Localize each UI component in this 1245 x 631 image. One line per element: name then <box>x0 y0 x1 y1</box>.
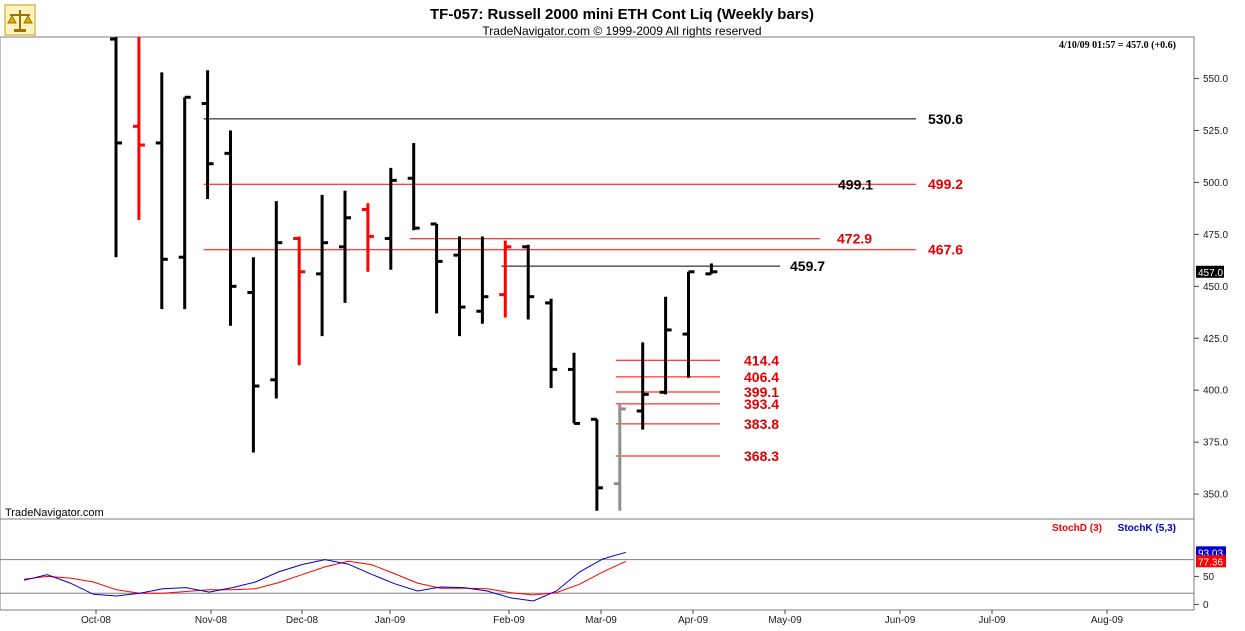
level-label: 459.7 <box>790 258 825 274</box>
ohlc-bar <box>270 201 283 399</box>
price-tick-label: 350.0 <box>1203 490 1228 501</box>
stoch-tick-label: 50 <box>1203 572 1215 583</box>
ohlc-bar <box>132 37 145 220</box>
date-tick-label: Aug-09 <box>1091 615 1124 626</box>
watermark: TradeNavigator.com <box>5 507 104 519</box>
price-tick-label: 475.0 <box>1203 230 1228 241</box>
date-tick-label: May-09 <box>768 615 802 626</box>
ohlc-bar <box>590 417 603 511</box>
ohlc-bar <box>453 236 466 337</box>
level-label: 530.6 <box>928 111 963 127</box>
ohlc-bar <box>361 203 374 272</box>
price-tick-label: 500.0 <box>1203 178 1228 189</box>
level-label: 467.6 <box>928 242 963 258</box>
date-tick-label: Jul-09 <box>978 615 1006 626</box>
ohlc-bar <box>476 236 489 324</box>
chart-title: TF-057: Russell 2000 mini ETH Cont Liq (… <box>430 6 814 23</box>
price-tick-label: 525.0 <box>1203 126 1228 137</box>
ohlc-bar <box>293 236 306 366</box>
ohlc-bar <box>682 270 695 378</box>
ohlc-bar <box>407 142 420 231</box>
ohlc-bar <box>247 257 260 453</box>
ohlc-bar <box>613 404 626 511</box>
date-axis: Oct-08 Nov-08 Dec-08 Jan-09 Feb-09 Mar-09 Apr-… <box>81 610 1124 626</box>
stoch-tick-label: 0 <box>1203 600 1209 611</box>
price-bars <box>110 37 718 511</box>
stochd-legend: StochD (3) <box>1052 523 1102 534</box>
last-price-tag-text: 457.0 <box>1198 268 1223 279</box>
stochk-legend: StochK (5,3) <box>1118 523 1176 534</box>
date-tick-label: Dec-08 <box>286 615 319 626</box>
ohlc-bar <box>201 70 214 200</box>
level-label: 393.4 <box>744 396 779 412</box>
ohlc-bar <box>705 263 718 276</box>
level-lines: 530.6 499.1 499.2 472.9 467.6 459.7 414.4406.4… <box>203 111 963 464</box>
stochastic-lines <box>0 551 1194 602</box>
price-tick-label: 450.0 <box>1203 282 1228 293</box>
last-quote: 4/10/09 01:57 = 457.0 (+0.6) <box>1059 40 1176 51</box>
price-tick-label: 550.0 <box>1203 74 1228 85</box>
price-axis: 350.0 375.0 400.0 425.0 450.0 475.0 500.0 525.0… <box>1194 74 1228 501</box>
ohlc-bar <box>430 222 443 314</box>
ohlc-bar <box>178 95 191 310</box>
price-tick-label: 375.0 <box>1203 438 1228 449</box>
level-label: 499.1 <box>838 176 873 192</box>
stochd-tag-bg <box>1196 555 1226 568</box>
level-label: 414.4 <box>744 352 779 368</box>
ohlc-bar <box>568 352 580 425</box>
copyright-line: TradeNavigator.com © 1999-2009 All right… <box>482 24 761 38</box>
scales-logo-icon <box>4 4 36 36</box>
date-tick-label: Oct-08 <box>81 615 111 626</box>
ohlc-bar <box>110 37 122 258</box>
ohlc-bar <box>636 342 649 430</box>
stoch-series <box>23 551 627 602</box>
level-label: 383.8 <box>744 416 779 432</box>
date-tick-label: Mar-09 <box>585 615 617 626</box>
last-price-tag-bg <box>1196 265 1224 278</box>
price-tick-label: 425.0 <box>1203 334 1228 345</box>
stochd-value-tag: 77.36 <box>1196 555 1226 568</box>
stoch-pane <box>0 518 1195 611</box>
date-tick-label: Nov-08 <box>195 615 228 626</box>
ohlc-bar <box>522 244 535 320</box>
date-tick-label: Jun-09 <box>885 615 916 626</box>
level-label: 399.1 <box>744 384 779 400</box>
level-label: 368.3 <box>744 448 779 464</box>
ohlc-bar <box>224 130 237 326</box>
ohlc-bar <box>545 298 558 389</box>
stochk-tag-text: 93.03 <box>1198 548 1223 559</box>
ohlc-bar <box>339 190 351 303</box>
level-label: 472.9 <box>837 231 872 247</box>
level-label: 406.4 <box>744 369 779 385</box>
ohlc-bar <box>316 194 329 337</box>
level-label: 499.2 <box>928 176 963 192</box>
ohlc-bar <box>384 167 397 270</box>
ohlc-bar <box>659 296 672 395</box>
ohlc-bar <box>155 72 168 310</box>
last-price-tag: 457.0 <box>1196 265 1224 279</box>
date-tick-label: Apr-09 <box>678 615 708 626</box>
stoch-series <box>23 560 627 596</box>
ohlc-bar <box>499 240 512 318</box>
date-tick-label: Jan-09 <box>375 615 406 626</box>
price-tick-label: 400.0 <box>1203 386 1228 397</box>
stochd-tag-text: 77.36 <box>1198 557 1223 568</box>
date-tick-label: Feb-09 <box>493 615 525 626</box>
